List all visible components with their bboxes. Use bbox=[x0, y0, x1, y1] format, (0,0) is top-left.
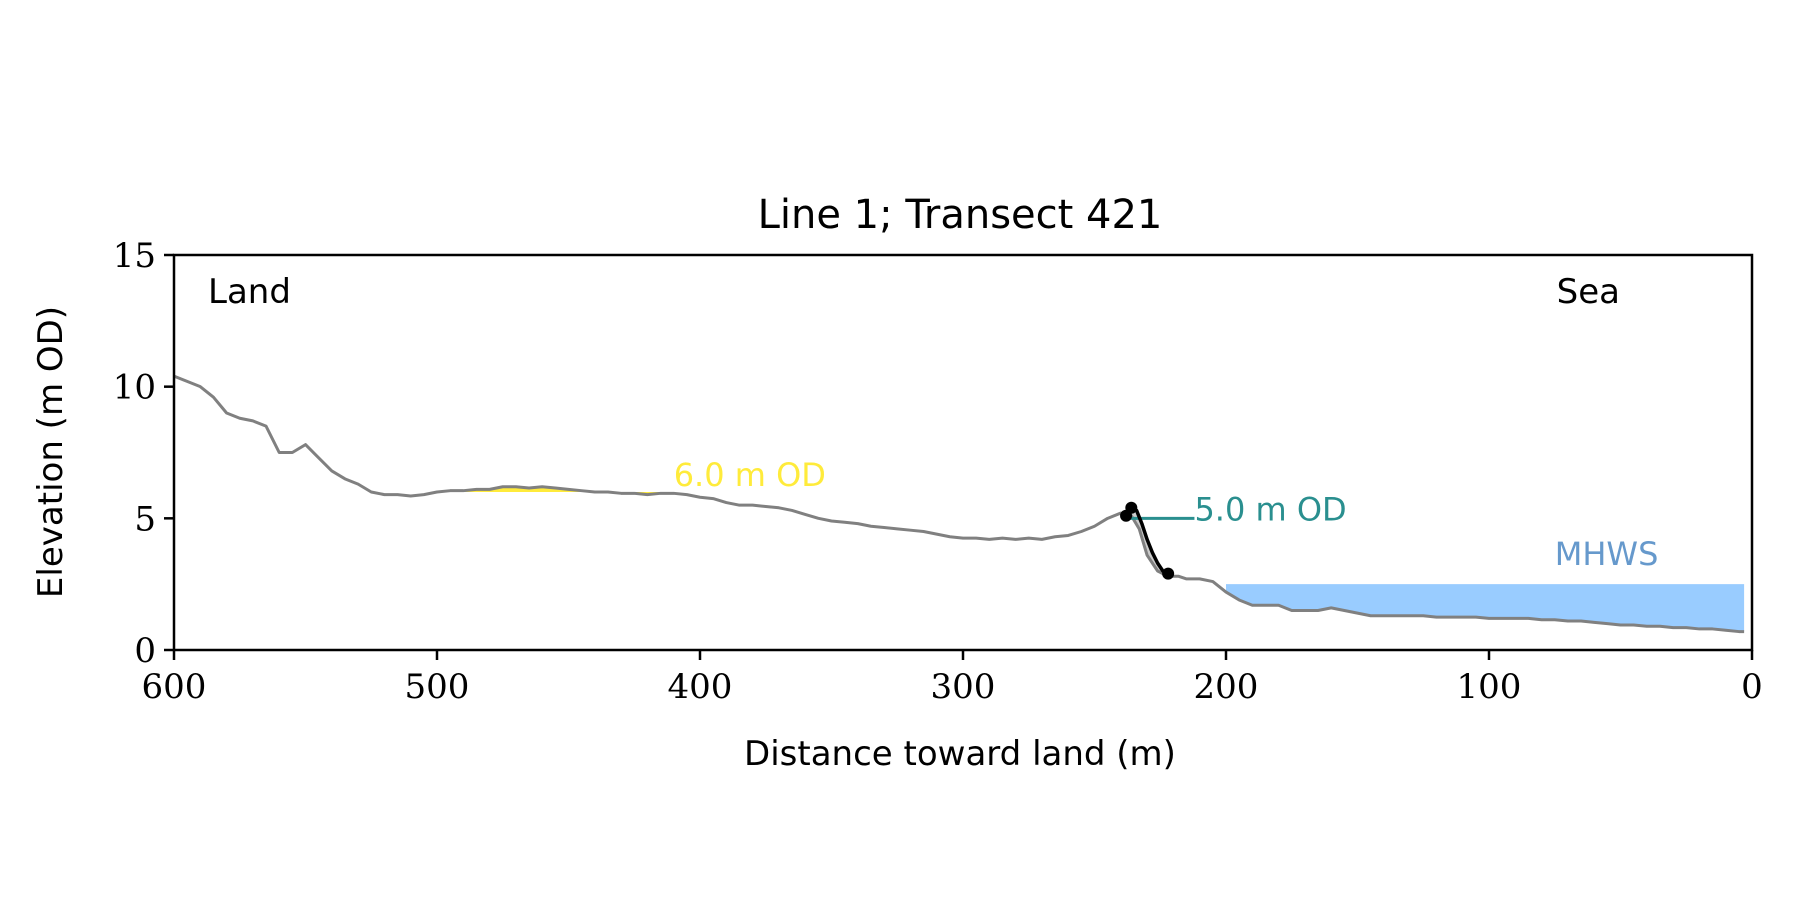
land-label: Land bbox=[208, 272, 291, 312]
x-axis-label: Distance toward land (m) bbox=[744, 734, 1176, 774]
x-tick-label: 400 bbox=[668, 667, 733, 707]
x-tick-label: 200 bbox=[1194, 667, 1259, 707]
x-tick-label: 300 bbox=[931, 667, 996, 707]
x-tick-label: 100 bbox=[1457, 667, 1522, 707]
annotation-label: 5.0 m OD bbox=[1194, 490, 1346, 528]
elevation-profile-line bbox=[173, 374, 1745, 634]
y-tick-label: 0 bbox=[134, 631, 156, 671]
y-tick-label: 5 bbox=[134, 499, 156, 539]
cliff-marker bbox=[1125, 501, 1138, 514]
chart-title: Line 1; Transect 421 bbox=[758, 192, 1163, 238]
y-axis-label: Elevation (m OD) bbox=[31, 306, 71, 598]
annotation-label: 6.0 m OD bbox=[674, 456, 826, 494]
cliff-marker bbox=[1162, 567, 1175, 580]
annotation-label: MHWS bbox=[1555, 535, 1659, 573]
sea-label: Sea bbox=[1557, 272, 1620, 312]
shaded-region bbox=[1226, 584, 1745, 632]
x-tick-label: 600 bbox=[142, 667, 207, 707]
y-tick-label: 15 bbox=[113, 236, 156, 276]
y-tick-label: 10 bbox=[113, 368, 156, 408]
x-tick-label: 500 bbox=[405, 667, 470, 707]
axes: 600 500 400 300 200 100 0 0 5 10 15 bbox=[113, 236, 1763, 707]
x-tick-label: 0 bbox=[1741, 667, 1763, 707]
plot-area: 6.0 m OD 5.0 m OD MHWS bbox=[173, 374, 1745, 634]
